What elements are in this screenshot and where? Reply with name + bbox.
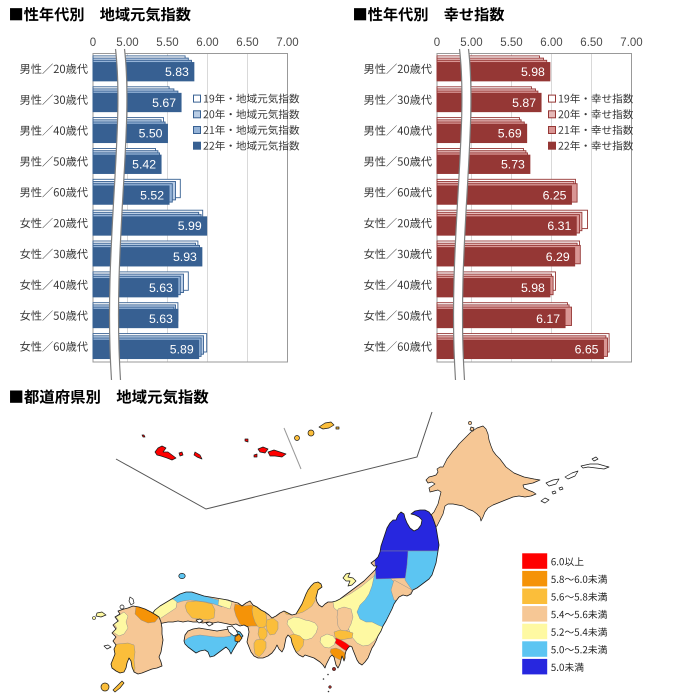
svg-text:7.00: 7.00 xyxy=(276,37,298,49)
svg-text:5.52: 5.52 xyxy=(140,188,164,202)
svg-text:7.00: 7.00 xyxy=(620,37,642,49)
svg-text:6.50: 6.50 xyxy=(580,37,602,49)
svg-text:0: 0 xyxy=(90,37,96,49)
svg-text:5.00: 5.00 xyxy=(460,37,482,49)
svg-text:0: 0 xyxy=(434,37,440,49)
svg-text:5.93: 5.93 xyxy=(173,250,197,264)
svg-text:6.29: 6.29 xyxy=(546,250,570,264)
svg-text:5.99: 5.99 xyxy=(178,219,202,233)
svg-text:5.69: 5.69 xyxy=(498,127,522,141)
svg-text:5.67: 5.67 xyxy=(152,96,176,110)
svg-text:5.50: 5.50 xyxy=(500,37,522,49)
svg-text:6.31: 6.31 xyxy=(547,219,571,233)
svg-text:6.00: 6.00 xyxy=(196,37,218,49)
svg-text:5.42: 5.42 xyxy=(132,158,156,172)
svg-text:5.50: 5.50 xyxy=(156,37,178,49)
svg-text:5.73: 5.73 xyxy=(501,158,525,172)
svg-text:5.89: 5.89 xyxy=(170,343,194,357)
svg-text:5.83: 5.83 xyxy=(165,65,189,79)
svg-text:5.50: 5.50 xyxy=(139,127,163,141)
svg-text:5.98: 5.98 xyxy=(521,65,545,79)
svg-text:5.63: 5.63 xyxy=(149,281,173,295)
svg-text:5.98: 5.98 xyxy=(521,281,545,295)
svg-text:6.50: 6.50 xyxy=(236,37,258,49)
svg-text:5.00: 5.00 xyxy=(116,37,138,49)
svg-text:6.25: 6.25 xyxy=(543,188,567,202)
svg-text:5.63: 5.63 xyxy=(149,312,173,326)
svg-text:6.65: 6.65 xyxy=(575,343,599,357)
svg-text:6.17: 6.17 xyxy=(536,312,560,326)
svg-text:6.00: 6.00 xyxy=(540,37,562,49)
svg-text:5.87: 5.87 xyxy=(512,96,536,110)
